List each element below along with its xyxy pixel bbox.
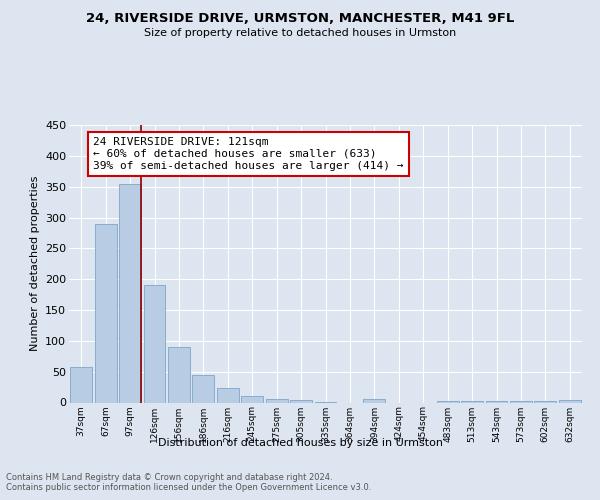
Bar [241,396,263,402]
Bar [95,224,116,402]
Bar [559,400,581,402]
Bar [535,400,556,402]
Bar [119,184,141,402]
Bar [461,400,483,402]
Bar [437,400,458,402]
Text: Contains HM Land Registry data © Crown copyright and database right 2024.
Contai: Contains HM Land Registry data © Crown c… [6,472,371,492]
Text: Size of property relative to detached houses in Urmston: Size of property relative to detached ho… [144,28,456,38]
Bar [510,400,532,402]
Bar [217,388,239,402]
Bar [70,368,92,402]
Bar [168,347,190,403]
Bar [364,399,385,402]
Y-axis label: Number of detached properties: Number of detached properties [29,176,40,352]
Text: 24, RIVERSIDE DRIVE, URMSTON, MANCHESTER, M41 9FL: 24, RIVERSIDE DRIVE, URMSTON, MANCHESTER… [86,12,514,26]
Text: Distribution of detached houses by size in Urmston: Distribution of detached houses by size … [157,438,443,448]
Bar [485,400,508,402]
Text: 24 RIVERSIDE DRIVE: 121sqm
← 60% of detached houses are smaller (633)
39% of sem: 24 RIVERSIDE DRIVE: 121sqm ← 60% of deta… [94,138,404,170]
Bar [193,375,214,402]
Bar [266,400,287,402]
Bar [290,400,312,402]
Bar [143,286,166,403]
